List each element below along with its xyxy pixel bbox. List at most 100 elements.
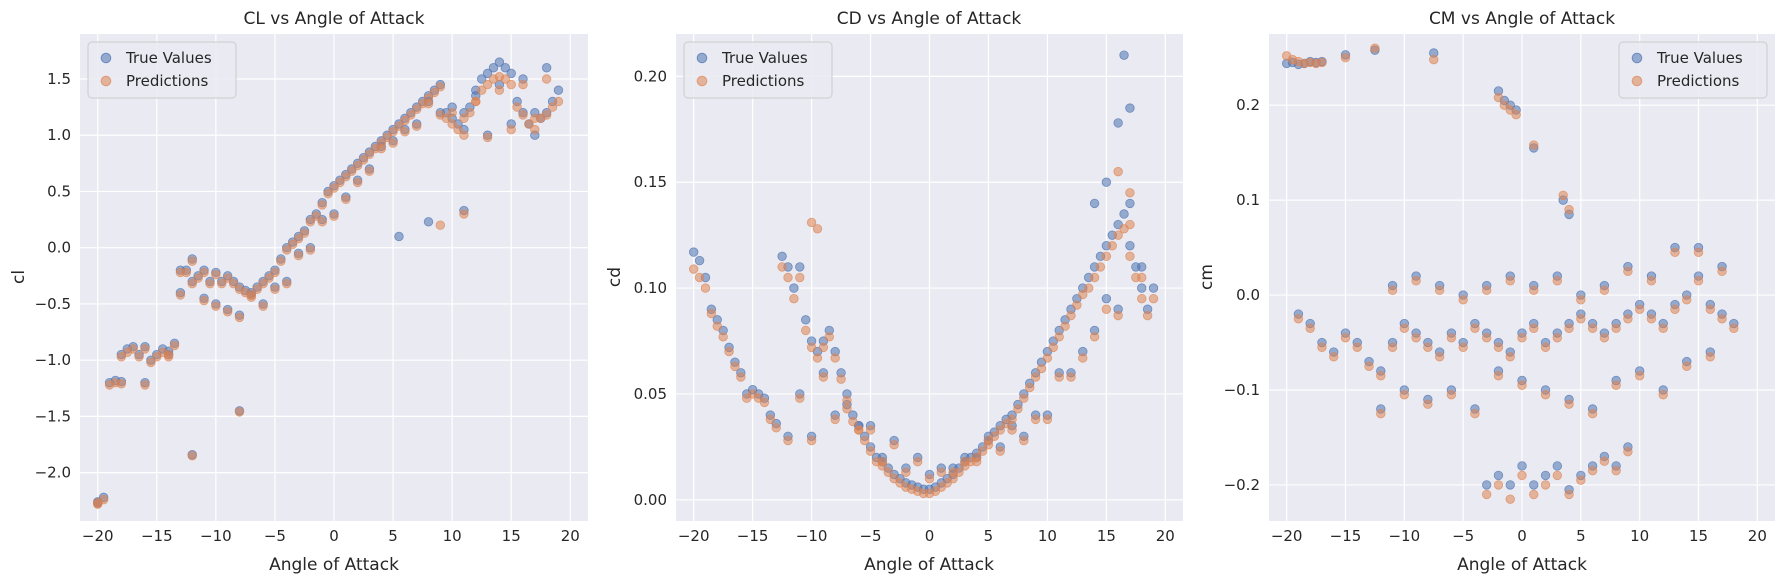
y-tick-label: 0.00 — [634, 491, 667, 509]
plot-area: −20 −15 −10 −5 0 5 10 15 20 −2.0 −1.5 −1.0 −0.5 0.0 0.… — [35, 34, 588, 545]
data-point — [93, 499, 103, 509]
data-point — [518, 110, 528, 120]
data-point — [1623, 446, 1633, 457]
y-tick-label: 0.2 — [1236, 96, 1260, 114]
x-tick-label: 10 — [1038, 527, 1057, 545]
x-tick-label: −15 — [141, 527, 173, 545]
data-point — [394, 231, 404, 242]
data-point — [688, 264, 699, 274]
data-point — [848, 416, 858, 427]
data-point — [1552, 470, 1563, 481]
data-point — [1540, 480, 1551, 490]
data-point — [1066, 310, 1076, 321]
data-point — [1007, 425, 1017, 435]
data-point — [1370, 43, 1380, 53]
data-point — [1119, 50, 1129, 60]
data-point — [800, 325, 811, 336]
data-point — [146, 357, 156, 368]
data-point — [1564, 323, 1574, 333]
data-point — [936, 467, 946, 478]
data-point — [983, 440, 994, 450]
data-point — [1646, 314, 1657, 324]
x-tick-label: 20 — [1156, 527, 1175, 545]
y-tick-label: 1.5 — [47, 70, 71, 88]
subplot-cl: −20 −15 −10 −5 0 5 10 15 20 −2.0 −1.5 −1.0 −0.5 0.0 0.… — [9, 9, 588, 575]
data-point — [1540, 470, 1551, 481]
legend-label: Predictions — [1657, 72, 1740, 90]
data-point — [1066, 372, 1076, 382]
data-point — [1054, 372, 1064, 382]
data-point — [830, 414, 840, 425]
data-point — [1670, 247, 1680, 258]
data-point — [435, 82, 446, 92]
data-point — [812, 353, 823, 363]
data-point — [1587, 323, 1598, 333]
x-tick-label: 10 — [1630, 527, 1649, 545]
data-point — [706, 308, 717, 319]
subplot-cd: −20 −15 −10 −5 0 5 10 15 20 0.00 0.05 0.10 0.15 0.20 T… — [605, 9, 1183, 575]
data-point — [1481, 333, 1492, 343]
data-point — [1552, 333, 1563, 343]
series-points — [93, 72, 564, 509]
data-point — [1576, 475, 1586, 485]
data-point — [1025, 382, 1035, 393]
data-point — [358, 155, 369, 165]
x-tick-label: −5 — [859, 527, 881, 545]
data-point — [323, 189, 333, 199]
legend-label: True Values — [721, 49, 808, 67]
data-point — [1599, 285, 1610, 296]
data-point — [541, 110, 552, 120]
data-point — [1101, 304, 1112, 314]
data-point — [1529, 285, 1539, 296]
data-point — [211, 269, 221, 280]
data-point — [859, 435, 870, 446]
data-point — [1587, 409, 1598, 419]
legend-label: True Values — [125, 49, 212, 67]
data-point — [730, 361, 740, 372]
y-tick-label: 0.0 — [47, 239, 71, 257]
data-point — [1481, 285, 1492, 296]
data-point — [842, 404, 852, 414]
data-point — [1446, 390, 1457, 400]
data-point — [482, 68, 493, 79]
data-point — [1481, 489, 1492, 500]
data-point — [482, 132, 493, 143]
data-point — [971, 457, 982, 467]
data-point — [293, 233, 304, 244]
data-point — [1078, 353, 1088, 363]
data-point — [777, 262, 787, 272]
data-point — [1693, 247, 1704, 258]
x-tick-label: 20 — [561, 527, 580, 545]
data-point — [1376, 409, 1386, 419]
data-point — [163, 352, 174, 362]
data-point — [712, 321, 722, 331]
legend-marker — [696, 75, 708, 87]
data-point — [530, 113, 540, 124]
data-point — [134, 352, 144, 362]
x-tick-label: −15 — [1330, 527, 1362, 545]
data-point — [175, 290, 186, 300]
data-point — [270, 284, 280, 295]
x-tick-label: −5 — [1452, 527, 1474, 545]
data-point — [228, 278, 239, 289]
data-point — [246, 292, 257, 302]
data-point — [1054, 332, 1064, 342]
data-point — [1013, 404, 1023, 414]
data-point — [865, 446, 876, 456]
data-point — [1611, 465, 1621, 476]
data-point — [783, 435, 793, 446]
data-point — [447, 119, 457, 129]
legend-label: True Values — [1656, 49, 1743, 67]
data-point — [1101, 177, 1112, 187]
data-point — [423, 217, 434, 227]
data-point — [777, 251, 787, 262]
data-point — [1470, 409, 1480, 419]
data-point — [1493, 480, 1504, 490]
data-point — [311, 211, 321, 221]
data-point — [806, 435, 817, 446]
y-tick-label: 0.0 — [1236, 286, 1260, 304]
data-point — [1599, 456, 1610, 466]
data-point — [1658, 390, 1668, 400]
data-point — [1293, 314, 1304, 324]
data-point — [305, 245, 316, 255]
